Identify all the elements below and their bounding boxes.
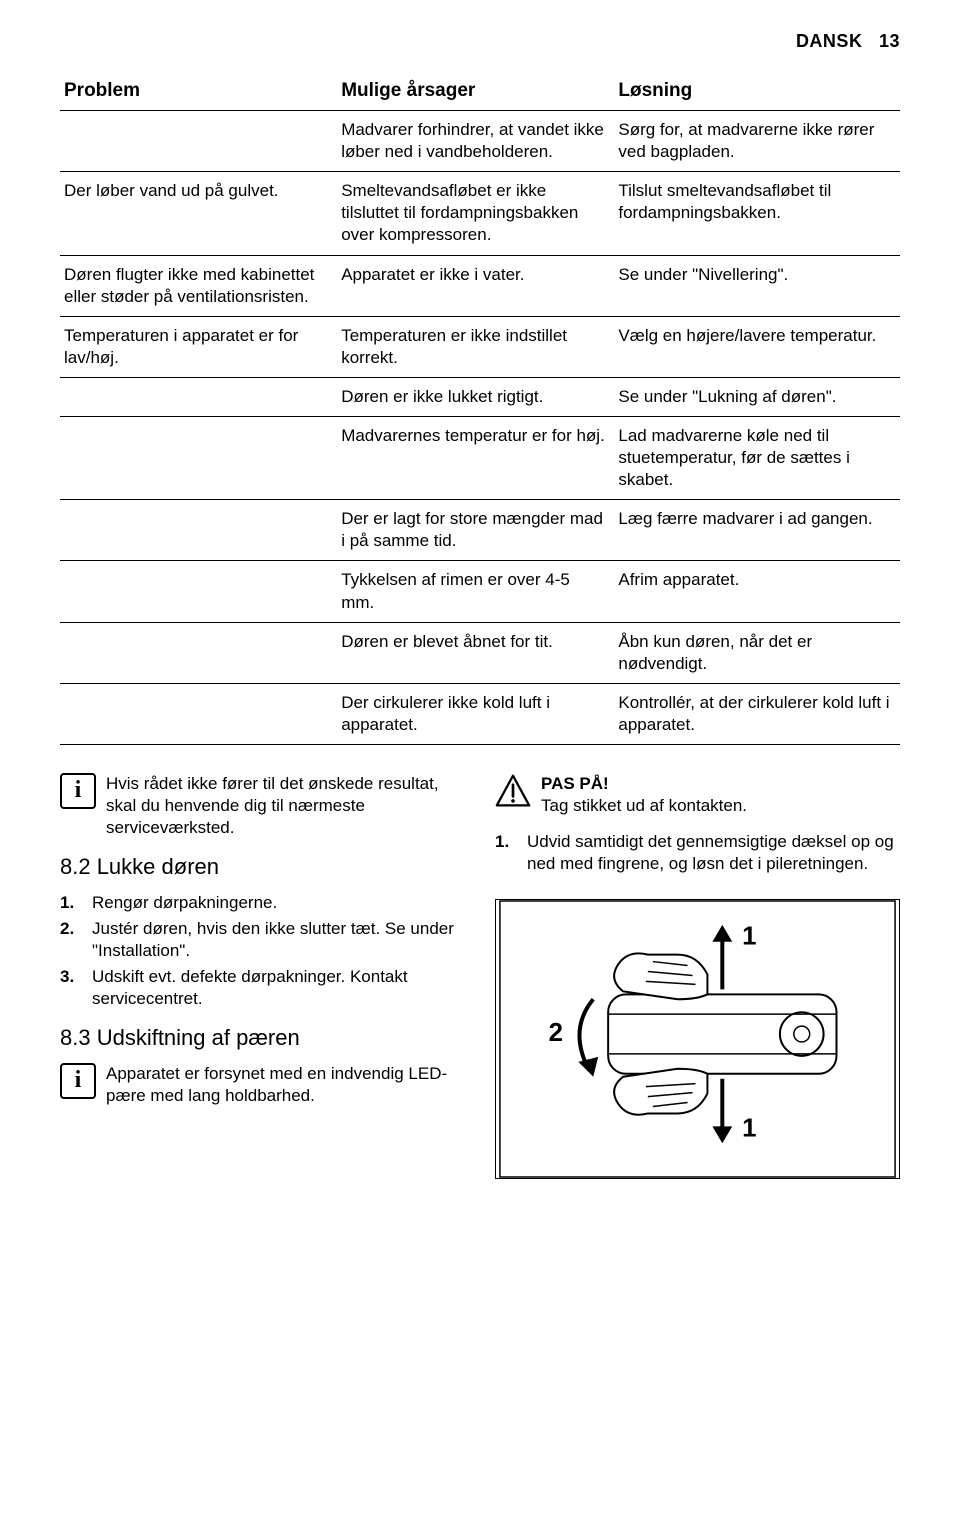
table-cell: Døren flugter ikke med kabinettet eller … <box>60 255 337 316</box>
header-lang: DANSK <box>796 31 863 51</box>
table-cell: Afrim apparatet. <box>614 561 900 622</box>
table-cell: Temperaturen er ikke indstillet korrekt. <box>337 316 614 377</box>
table-cell <box>60 500 337 561</box>
page-header: DANSK 13 <box>60 30 900 53</box>
th-problem: Problem <box>60 73 337 110</box>
warning-body: Tag stikket ud af kontakten. <box>541 796 747 815</box>
table-cell: Der cirkulerer ikke kold luft i apparate… <box>337 683 614 744</box>
table-row: Der cirkulerer ikke kold luft i apparate… <box>60 683 900 744</box>
illus-label-bottom: 1 <box>742 1115 756 1143</box>
warning-text: PAS PÅ! Tag stikket ud af kontakten. <box>541 773 900 817</box>
step-text: Rengør dørpakningerne. <box>92 892 465 914</box>
table-cell: Læg færre madvarer i ad gangen. <box>614 500 900 561</box>
warning-title: PAS PÅ! <box>541 774 609 793</box>
th-solution: Løsning <box>614 73 900 110</box>
table-row: Døren er ikke lukket rigtigt.Se under "L… <box>60 377 900 416</box>
list-item: 1. Udvid samtidigt det gennemsigtige dæk… <box>495 831 900 875</box>
table-cell: Døren er blevet åbnet for tit. <box>337 622 614 683</box>
table-body: Madvarer forhindrer, at vandet ikke løbe… <box>60 111 900 745</box>
steps-right: 1. Udvid samtidigt det gennemsigtige dæk… <box>495 831 900 875</box>
table-header-row: Problem Mulige årsager Løsning <box>60 73 900 110</box>
table-cell <box>60 622 337 683</box>
table-cell: Døren er ikke lukket rigtigt. <box>337 377 614 416</box>
table-cell: Sørg for, at madvarerne ikke rører ved b… <box>614 111 900 172</box>
info-note-1: i Hvis rådet ikke fører til det ønskede … <box>60 773 465 839</box>
step-number: 1. <box>60 892 82 914</box>
info-note-2-text: Apparatet er forsynet med en indvendig L… <box>106 1063 465 1107</box>
illus-label-left: 2 <box>549 1019 563 1047</box>
info-icon: i <box>60 773 96 809</box>
step-number: 3. <box>60 966 82 1010</box>
table-row: Døren flugter ikke med kabinettet eller … <box>60 255 900 316</box>
table-cell: Madvarernes temperatur er for høj. <box>337 417 614 500</box>
step-text: Udvid samtidigt det gennemsigtige dæksel… <box>527 831 900 875</box>
table-row: Madvarer forhindrer, at vandet ikke løbe… <box>60 111 900 172</box>
table-row: Temperaturen i apparatet er for lav/høj.… <box>60 316 900 377</box>
table-cell <box>60 561 337 622</box>
right-column: PAS PÅ! Tag stikket ud af kontakten. 1. … <box>495 773 900 1185</box>
step-text: Udskift evt. defekte dørpakninger. Konta… <box>92 966 465 1010</box>
step-number: 2. <box>60 918 82 962</box>
two-column-layout: i Hvis rådet ikke fører til det ønskede … <box>60 773 900 1185</box>
table-cell: Temperaturen i apparatet er for lav/høj. <box>60 316 337 377</box>
table-cell: Smeltevandsafløbet er ikke tilsluttet ti… <box>337 172 614 255</box>
warning-note: PAS PÅ! Tag stikket ud af kontakten. <box>495 773 900 817</box>
left-column: i Hvis rådet ikke fører til det ønskede … <box>60 773 465 1185</box>
step-text: Justér døren, hvis den ikke slutter tæt.… <box>92 918 465 962</box>
th-cause: Mulige årsager <box>337 73 614 110</box>
header-page: 13 <box>879 31 900 51</box>
table-row: Madvarernes temperatur er for høj.Lad ma… <box>60 417 900 500</box>
table-cell <box>60 683 337 744</box>
table-cell: Der løber vand ud på gulvet. <box>60 172 337 255</box>
info-note-2: i Apparatet er forsynet med en indvendig… <box>60 1063 465 1107</box>
table-cell: Åbn kun døren, når det er nødvendigt. <box>614 622 900 683</box>
heading-8-3: 8.3 Udskiftning af pæren <box>60 1024 465 1053</box>
table-cell: Se under "Nivellering". <box>614 255 900 316</box>
warning-icon <box>495 773 531 809</box>
illustration-lamp-cover: 1 2 1 <box>495 899 900 1179</box>
table-cell: Tilslut smeltevandsafløbet til fordampni… <box>614 172 900 255</box>
table-cell: Madvarer forhindrer, at vandet ikke løbe… <box>337 111 614 172</box>
steps-8-2: 1. Rengør dørpakningerne. 2.Justér døren, … <box>60 892 465 1010</box>
troubleshoot-table: Problem Mulige årsager Løsning Madvarer … <box>60 73 900 745</box>
table-cell <box>60 417 337 500</box>
table-row: Tykkelsen af rimen er over 4-5 mm.Afrim … <box>60 561 900 622</box>
table-cell: Vælg en højere/lavere temperatur. <box>614 316 900 377</box>
table-row: Der er lagt for store mængder mad i på s… <box>60 500 900 561</box>
table-cell: Der er lagt for store mængder mad i på s… <box>337 500 614 561</box>
table-cell: Apparatet er ikke i vater. <box>337 255 614 316</box>
illus-label-top: 1 <box>742 923 756 951</box>
list-item: 1. Rengør dørpakningerne. <box>60 892 465 914</box>
table-cell <box>60 377 337 416</box>
info-note-1-text: Hvis rådet ikke fører til det ønskede re… <box>106 773 465 839</box>
table-cell: Tykkelsen af rimen er over 4-5 mm. <box>337 561 614 622</box>
table-cell <box>60 111 337 172</box>
list-item: 3.Udskift evt. defekte dørpakninger. Kon… <box>60 966 465 1010</box>
list-item: 2.Justér døren, hvis den ikke slutter tæ… <box>60 918 465 962</box>
table-cell: Lad madvarerne køle ned til stuetemperat… <box>614 417 900 500</box>
heading-8-2: 8.2 Lukke døren <box>60 853 465 882</box>
table-cell: Kontrollér, at der cirkulerer kold luft … <box>614 683 900 744</box>
table-row: Døren er blevet åbnet for tit.Åbn kun dø… <box>60 622 900 683</box>
step-number: 1. <box>495 831 517 875</box>
info-icon: i <box>60 1063 96 1099</box>
table-cell: Se under "Lukning af døren". <box>614 377 900 416</box>
table-row: Der løber vand ud på gulvet.Smeltevandsa… <box>60 172 900 255</box>
